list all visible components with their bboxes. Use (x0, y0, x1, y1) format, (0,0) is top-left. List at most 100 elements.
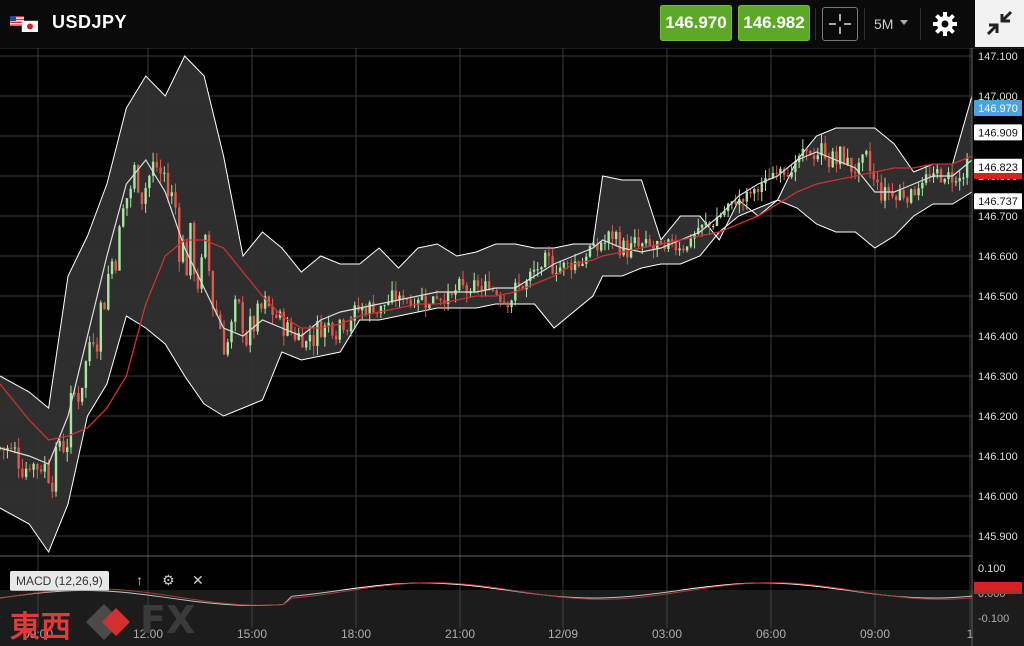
price-label: 146.737 (978, 196, 1018, 208)
candle-body (928, 174, 931, 178)
sell-price-button[interactable]: 146.970 (660, 5, 732, 41)
candle-body (682, 248, 685, 251)
crosshair-button[interactable] (822, 7, 858, 41)
crosshair-icon (829, 14, 851, 34)
candle-body (110, 261, 114, 274)
candle-body (962, 177, 965, 179)
candle-body (428, 303, 431, 309)
candle-body (641, 243, 644, 247)
candle-body (809, 150, 812, 156)
candle-body (346, 330, 349, 332)
candle-body (547, 252, 551, 257)
candle-body (872, 171, 875, 180)
price-tick-label: 146.700 (978, 211, 1018, 223)
candle-body (951, 172, 954, 183)
candle-body (185, 241, 188, 276)
candle-body (417, 299, 420, 305)
candle-body (868, 151, 872, 172)
gear-icon[interactable] (930, 9, 960, 39)
candle-body (827, 158, 831, 168)
candle-body (260, 303, 263, 309)
candle-body (163, 172, 166, 174)
bollinger-band-fill (0, 56, 972, 552)
price-label-box (974, 100, 1022, 116)
macd-settings-icon[interactable]: ⚙ (162, 572, 175, 588)
candle-body (458, 278, 461, 291)
candle-body (39, 469, 43, 472)
candle-body (476, 280, 480, 287)
candle-body (282, 311, 285, 336)
candle-body (932, 173, 935, 178)
candle-body (637, 237, 640, 247)
candle-body (801, 148, 805, 156)
candle-body (200, 257, 203, 289)
timeframe-select[interactable]: 5M (874, 16, 909, 32)
candle-body (816, 155, 819, 160)
candle-body (196, 274, 200, 289)
candle-body (536, 269, 539, 271)
moving-average-line (0, 155, 973, 441)
candle-body (230, 321, 233, 343)
candle-body (540, 267, 543, 270)
time-tick-label: 03:00 (652, 627, 682, 641)
candle-body (775, 172, 778, 174)
symbol-label[interactable]: USDJPY (52, 12, 128, 32)
candle-body (618, 232, 622, 256)
candle-body (674, 242, 678, 251)
buy-price-button[interactable]: 146.982 (738, 5, 810, 41)
time-tick-label: 12:00 (133, 627, 163, 641)
price-chart[interactable]: 147.100147.000146.900146.800146.700146.6… (0, 48, 1024, 646)
candle-body (290, 322, 293, 333)
macd-move-up-icon[interactable]: ↑ (136, 572, 143, 588)
candle-body (779, 168, 782, 174)
ma-price-marker (974, 173, 1022, 179)
collapse-icon (986, 10, 1013, 36)
candle-body (114, 261, 117, 271)
candle-body (588, 245, 592, 257)
candle-body (140, 192, 144, 204)
candle-body (614, 232, 618, 240)
candle-body (820, 143, 823, 156)
time-tick-label: 1 (967, 627, 974, 641)
candle-body (697, 227, 700, 234)
candle-body (689, 238, 693, 247)
price-tick-label: 146.500 (978, 291, 1018, 303)
candle-body (648, 239, 651, 246)
macd-close-icon[interactable]: ✕ (192, 572, 204, 588)
candle-body (644, 239, 648, 244)
candle-body (887, 187, 890, 192)
macd-tick-label: -0.100 (978, 613, 1009, 625)
candle-body (473, 280, 476, 292)
candle-body (297, 333, 300, 340)
candle-body (293, 332, 297, 340)
candle-body (484, 281, 487, 290)
candle-body (316, 321, 319, 346)
candle-body (118, 226, 121, 271)
candle-body (603, 242, 607, 244)
collapse-button[interactable] (975, 0, 1024, 47)
candle-body (43, 463, 47, 472)
candle-body (439, 298, 442, 301)
candle-body (853, 171, 857, 174)
time-tick-label: 06:00 (756, 627, 786, 641)
macd-value-marker (974, 582, 1022, 594)
top-toolbar: USDJPY 146.970 146.982 5M (0, 0, 1024, 49)
candle-body (364, 307, 368, 315)
candle-body (846, 157, 849, 165)
candle-body (159, 167, 162, 174)
candle-body (876, 179, 879, 183)
candle-body (234, 299, 237, 322)
candle-body (170, 192, 173, 197)
macd-indicator-label[interactable]: MACD (12,26,9) (10, 571, 109, 591)
candle-body (136, 164, 140, 193)
candle-body (372, 302, 375, 313)
candle-body (215, 309, 218, 315)
candle-body (387, 302, 390, 305)
candle-body (566, 262, 569, 264)
candle-body (491, 289, 495, 291)
time-tick-label: 12/09 (548, 627, 578, 641)
price-tick-label: 147.100 (978, 51, 1018, 63)
macd-tick-label: 0.100 (978, 563, 1006, 575)
candle-body (921, 182, 924, 189)
